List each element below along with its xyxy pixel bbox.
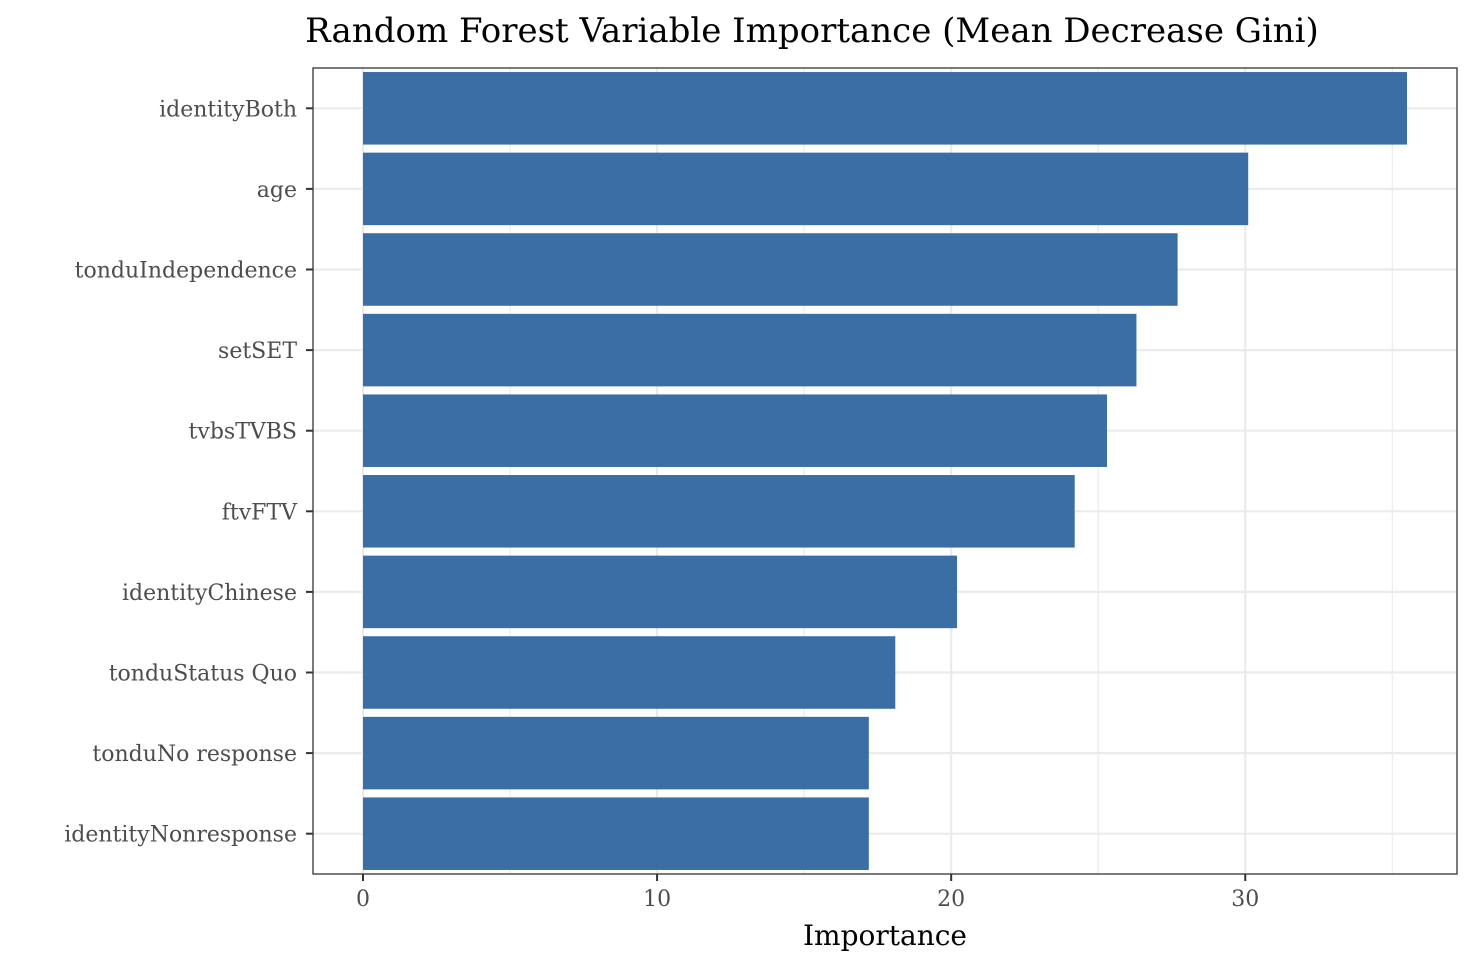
bar-tondustatus-quo	[362, 636, 896, 709]
bar-identitynonresponse	[362, 797, 869, 870]
bar-setset	[362, 313, 1137, 387]
y-tick-label: tonduNo response	[92, 742, 297, 767]
bar-age	[362, 152, 1249, 226]
y-tick-label: ftvFTV	[222, 500, 298, 525]
x-tick-label: 20	[937, 887, 965, 912]
panel-border	[312, 67, 1458, 875]
x-tick-label: 30	[1231, 887, 1259, 912]
y-axis: identityBoth age tonduIndependence setSET tv…	[64, 97, 313, 848]
y-tick-label: setSET	[218, 339, 297, 364]
x-axis: 0 10 20 30	[356, 874, 1259, 912]
bar-tvbstvbs	[362, 394, 1108, 467]
y-tick-label: tonduIndependence	[75, 259, 297, 284]
y-tick-label: tvbsTVBS	[189, 420, 297, 445]
bar-ftvftv	[362, 475, 1075, 548]
y-tick-label: age	[257, 178, 297, 203]
chart-title: Random Forest Variable Importance (Mean …	[305, 11, 1319, 51]
x-tick-label: 0	[356, 887, 370, 912]
bar-identitychinese	[362, 555, 958, 629]
y-tick-label: identityNonresponse	[64, 823, 297, 848]
bar-tonduindependence	[362, 233, 1178, 306]
bars	[362, 72, 1408, 870]
bar-tonduno-response	[362, 716, 869, 790]
x-tick-label: 10	[643, 887, 671, 912]
y-tick-label: identityChinese	[122, 581, 297, 606]
x-axis-label: Importance	[803, 919, 967, 952]
bar-identityboth	[362, 72, 1408, 145]
y-tick-label: identityBoth	[159, 97, 297, 122]
y-tick-label: tonduStatus Quo	[109, 662, 297, 687]
